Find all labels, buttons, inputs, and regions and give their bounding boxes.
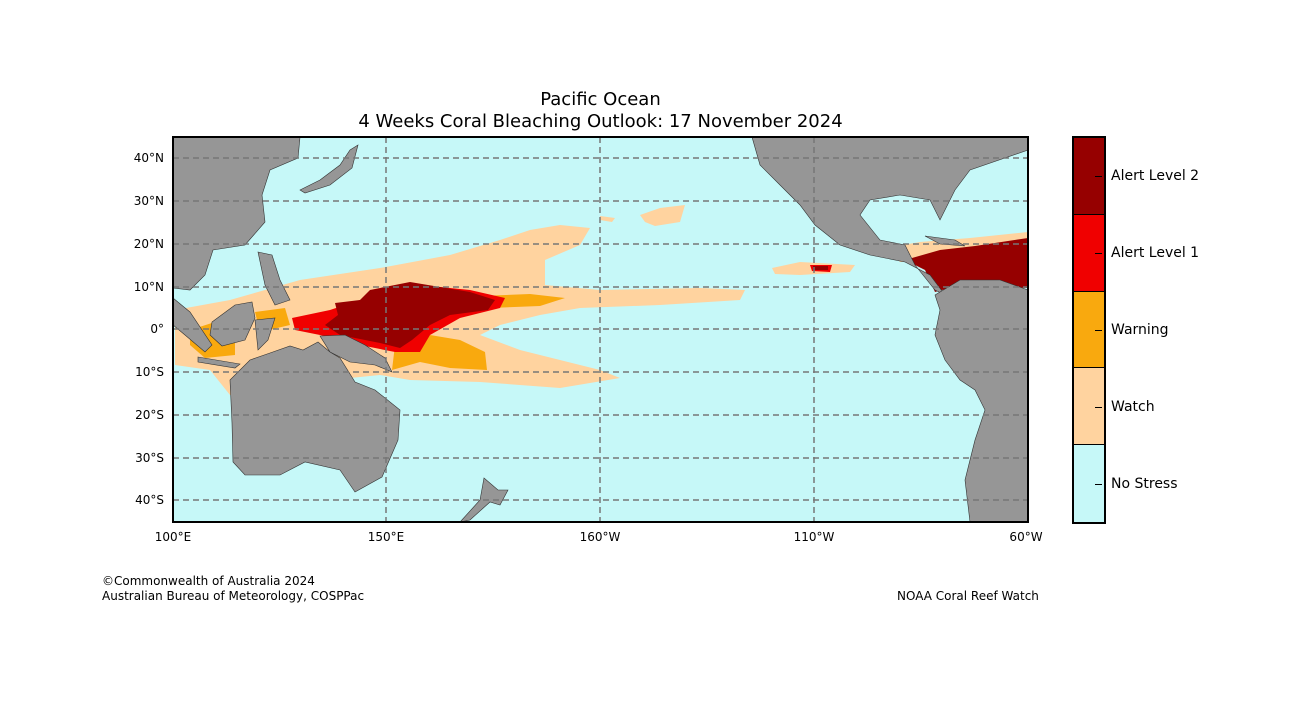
legend-label: Alert Level 1 [1111,245,1200,261]
copyright-text: ©Commonwealth of Australia 2024 [102,574,315,588]
colorbar-tick [1095,253,1102,254]
map-frame [172,136,1029,523]
map-subtitle: 4 Weeks Coral Bleaching Outlook: 17 Nove… [358,111,843,132]
map-title: Pacific Ocean [540,89,661,110]
new-guinea [319,334,393,373]
colorbar-watch [1074,368,1104,446]
lat-tick: 30°S [135,451,164,465]
sulawesi [254,317,276,351]
lat-tick: 40°S [135,493,164,507]
australia [229,341,401,493]
colorbar-tick [1095,330,1102,331]
lat-tick: 10°N [133,280,164,294]
colorbar-tick [1095,407,1102,408]
legend-label: Watch [1111,399,1155,415]
colorbar-tick [1095,484,1102,485]
colorbar-warning [1074,291,1104,369]
lat-tick: 30°N [133,194,164,208]
south-america [934,279,1029,523]
asia [172,136,301,291]
stress-alert-level-2 [325,238,1028,348]
lon-tick: 150°E [367,530,405,544]
colorbar [1072,136,1106,524]
philippines [257,251,291,306]
legend-label: No Stress [1111,476,1178,492]
lon-tick: 60°W [1009,530,1043,544]
lat-tick: 20°N [133,237,164,251]
lat-tick: 40°N [133,151,164,165]
lon-tick: 100°E [154,530,192,544]
japan [299,144,359,194]
java [197,356,241,369]
coral-bleaching-map [172,136,1029,523]
graticule [173,137,1028,522]
source-credit: NOAA Coral Reef Watch [897,589,1039,603]
lat-tick: 0° [150,322,164,336]
colorbar-no-stress [1074,445,1104,522]
lon-tick: 110°W [793,530,835,544]
bureau-credit: Australian Bureau of Meteorology, COSPPa… [102,589,365,603]
land [172,136,1029,523]
colorbar-tick [1095,176,1102,177]
borneo [209,301,256,347]
lat-tick: 10°S [135,365,164,379]
lon-tick: 160°W [579,530,621,544]
north-america [751,136,1029,296]
legend-label: Alert Level 2 [1111,168,1200,184]
legend-label: Warning [1111,322,1169,338]
lat-tick: 20°S [135,408,164,422]
